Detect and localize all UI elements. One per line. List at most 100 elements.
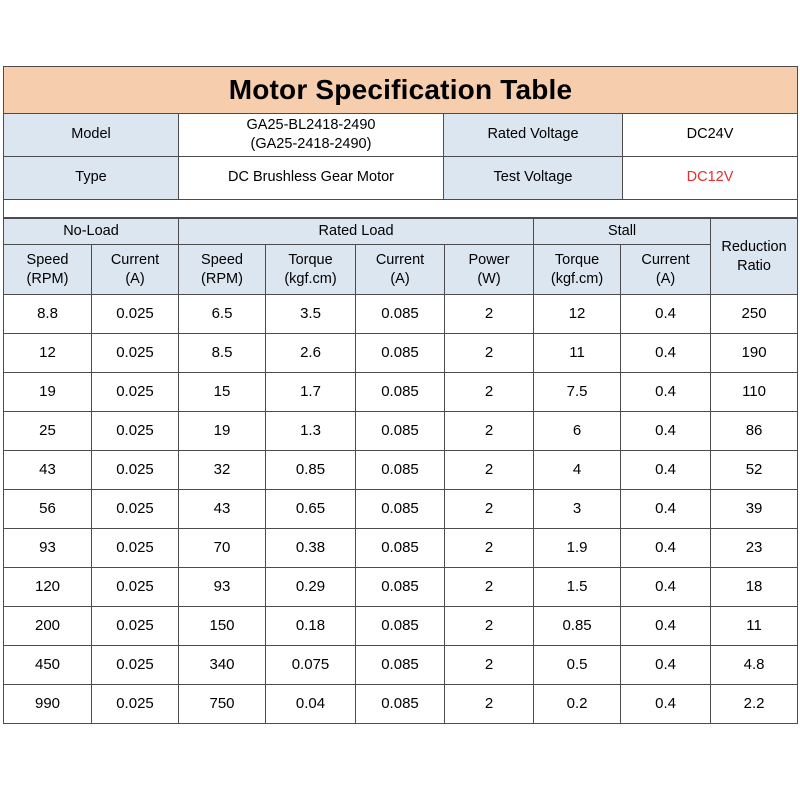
rated-speed-line1: Speed [201, 251, 243, 268]
cell-reduction-ratio: 190 [710, 333, 799, 373]
performance-data-table: No-Load Rated Load Stall Reduction Ratio… [3, 218, 799, 724]
subheader-row: Speed (RPM) Current (A) Speed (RPM) Torq… [3, 244, 798, 295]
cell-noload-speed: 200 [3, 606, 92, 646]
column-header-noload-current: Current (A) [91, 244, 179, 295]
cell-rated-torque: 3.5 [265, 294, 356, 334]
column-header-rated-current: Current (A) [355, 244, 445, 295]
cell-rated-current: 0.085 [355, 606, 445, 646]
rated-torque-line2: (kgf.cm) [284, 270, 337, 287]
rated-power-line1: Power [468, 251, 510, 268]
cell-rated-current: 0.085 [355, 411, 445, 451]
cell-stall-torque: 12 [533, 294, 622, 334]
cell-rated-power: 2 [443, 372, 535, 412]
cell-rated-current: 0.085 [355, 489, 445, 529]
rated-torque-line1: Torque [288, 251, 333, 268]
noload-current-line2: (A) [125, 270, 145, 287]
cell-stall-current: 0.4 [620, 567, 712, 607]
cell-rated-torque: 0.85 [265, 450, 356, 490]
cell-stall-torque: 11 [533, 333, 622, 373]
rated-current-line1: Current [375, 251, 425, 268]
table-row: 19 0.025 15 1.7 0.085 2 7.5 0.4 110 [3, 372, 799, 412]
table-row: 12 0.025 8.5 2.6 0.085 2 11 0.4 190 [3, 333, 799, 373]
title-cell: Motor Specification Table [3, 66, 798, 114]
column-header-rated-power: Power (W) [443, 244, 535, 295]
cell-rated-torque: 0.38 [265, 528, 356, 568]
cell-stall-torque: 6 [533, 411, 622, 451]
table-row: 25 0.025 19 1.3 0.085 2 6 0.4 86 [3, 411, 799, 451]
cell-noload-current: 0.025 [91, 528, 179, 568]
noload-speed-line1: Speed [26, 251, 69, 268]
cell-stall-torque: 0.2 [533, 684, 622, 724]
cell-rated-speed: 8.5 [178, 333, 266, 373]
cell-stall-current: 0.4 [620, 606, 712, 646]
cell-rated-speed: 750 [178, 684, 266, 724]
cell-reduction-ratio: 86 [710, 411, 799, 451]
cell-rated-torque: 0.65 [265, 489, 356, 529]
table-row: 8.8 0.025 6.5 3.5 0.085 2 12 0.4 250 [3, 294, 799, 334]
stall-current-line1: Current [641, 251, 690, 268]
cell-rated-speed: 32 [178, 450, 266, 490]
cell-stall-current: 0.4 [620, 333, 712, 373]
table-row: 93 0.025 70 0.38 0.085 2 1.9 0.4 23 [3, 528, 799, 568]
cell-rated-power: 2 [443, 489, 535, 529]
spec-row-type: Type DC Brushless Gear Motor Test Voltag… [3, 156, 798, 200]
cell-noload-speed: 12 [3, 333, 92, 373]
group-header-row: No-Load Rated Load Stall Reduction Ratio [3, 218, 799, 295]
cell-rated-current: 0.085 [355, 450, 445, 490]
cell-noload-speed: 450 [3, 645, 92, 685]
cell-reduction-ratio: 2.2 [710, 684, 799, 724]
motor-specification-sheet: Motor Specification Table Model GA25-BL2… [3, 66, 799, 724]
cell-noload-current: 0.025 [91, 450, 179, 490]
cell-rated-torque: 0.18 [265, 606, 356, 646]
cell-stall-torque: 4 [533, 450, 622, 490]
column-header-rated-torque: Torque (kgf.cm) [265, 244, 356, 295]
cell-stall-current: 0.4 [620, 528, 712, 568]
table-row: 450 0.025 340 0.075 0.085 2 0.5 0.4 4.8 [3, 645, 799, 685]
cell-rated-torque: 1.3 [265, 411, 356, 451]
table-row: 43 0.025 32 0.85 0.085 2 4 0.4 52 [3, 450, 799, 490]
cell-rated-speed: 70 [178, 528, 266, 568]
cell-rated-power: 2 [443, 606, 535, 646]
cell-noload-current: 0.025 [91, 333, 179, 373]
group-header-no-load: No-Load [3, 218, 179, 245]
model-label: Model [3, 113, 179, 157]
cell-rated-current: 0.085 [355, 294, 445, 334]
cell-noload-speed: 93 [3, 528, 92, 568]
model-value: GA25-BL2418-2490 (GA25-2418-2490) [178, 113, 444, 157]
cell-rated-torque: 0.075 [265, 645, 356, 685]
cell-stall-torque: 3 [533, 489, 622, 529]
cell-rated-power: 2 [443, 645, 535, 685]
cell-rated-current: 0.085 [355, 333, 445, 373]
cell-reduction-ratio: 110 [710, 372, 799, 412]
group-header-rated-load: Rated Load [177, 218, 535, 245]
column-header-stall-current: Current (A) [620, 244, 712, 295]
cell-rated-torque: 0.29 [265, 567, 356, 607]
cell-noload-current: 0.025 [91, 372, 179, 412]
test-voltage-label: Test Voltage [443, 156, 623, 200]
stall-torque-line2: (kgf.cm) [550, 270, 604, 287]
cell-rated-current: 0.085 [355, 567, 445, 607]
cell-stall-torque: 0.85 [533, 606, 622, 646]
column-header-stall-torque: Torque (kgf.cm) [533, 244, 622, 295]
cell-noload-current: 0.025 [91, 489, 179, 529]
cell-stall-current: 0.4 [620, 450, 712, 490]
table-row: 120 0.025 93 0.29 0.085 2 1.5 0.4 18 [3, 567, 799, 607]
cell-stall-current: 0.4 [620, 411, 712, 451]
table-row: 200 0.025 150 0.18 0.085 2 0.85 0.4 11 [3, 606, 799, 646]
table-row: 56 0.025 43 0.65 0.085 2 3 0.4 39 [3, 489, 799, 529]
cell-rated-current: 0.085 [355, 645, 445, 685]
cell-noload-current: 0.025 [91, 411, 179, 451]
cell-reduction-ratio: 11 [710, 606, 799, 646]
cell-reduction-ratio: 18 [710, 567, 799, 607]
cell-stall-current: 0.4 [620, 645, 712, 685]
cell-stall-torque: 7.5 [533, 372, 622, 412]
cell-rated-torque: 2.6 [265, 333, 356, 373]
noload-speed-line2: (RPM) [26, 270, 69, 287]
reduction-ratio-line1: Reduction [721, 238, 787, 255]
noload-current-line1: Current [110, 251, 160, 268]
cell-rated-current: 0.085 [355, 684, 445, 724]
rated-voltage-value: DC24V [622, 113, 798, 157]
performance-data-body: 8.8 0.025 6.5 3.5 0.085 2 12 0.4 250 12 0.025 8.5 2.… [3, 294, 799, 724]
model-value-line1: GA25-BL2418-2490 [246, 116, 376, 133]
cell-rated-speed: 340 [178, 645, 266, 685]
